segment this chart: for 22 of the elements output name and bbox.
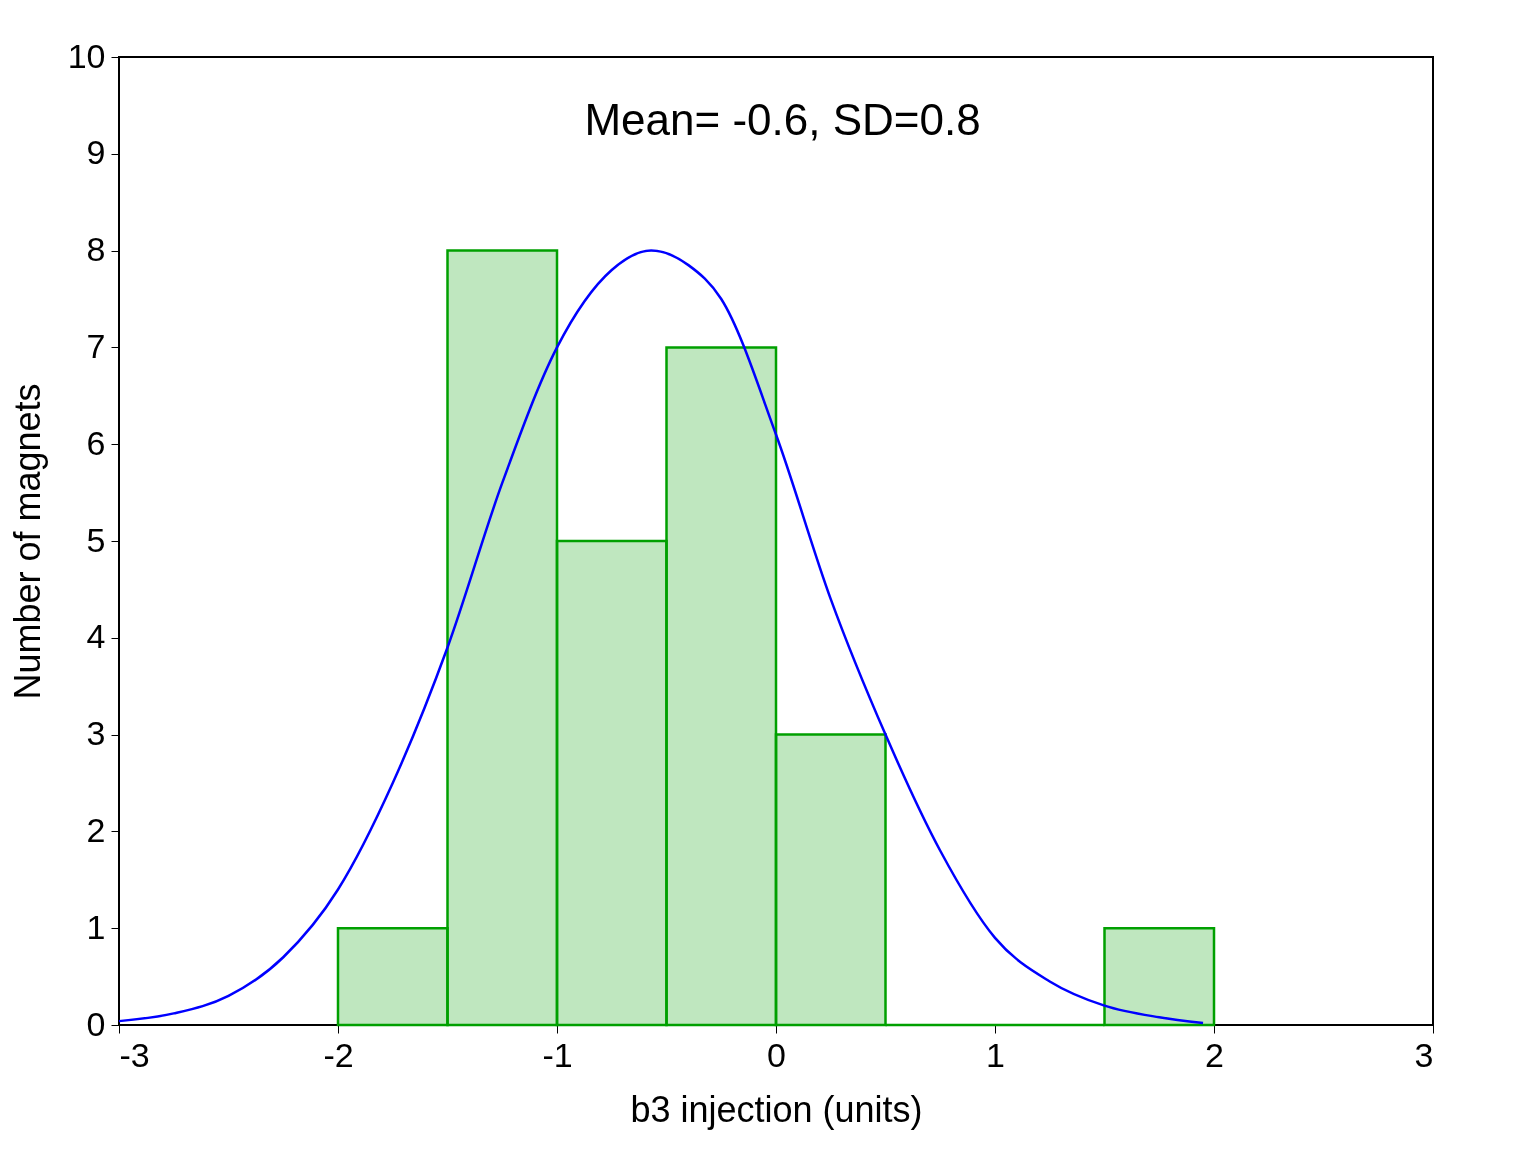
y-axis-title: Number of magnets bbox=[6, 383, 48, 700]
x-tick-label: -1 bbox=[542, 1035, 573, 1074]
y-tick-label: 0 bbox=[86, 1004, 106, 1043]
y-tick-label: 9 bbox=[86, 133, 106, 172]
x-tick-label: -3 bbox=[119, 1035, 150, 1074]
y-tick-label: 8 bbox=[86, 230, 106, 269]
y-tick-label: 3 bbox=[86, 714, 106, 753]
annotation: Mean= -0.6, SD=0.8 bbox=[584, 95, 981, 144]
y-tick-label: 10 bbox=[67, 36, 106, 75]
x-tick-label: -2 bbox=[323, 1035, 354, 1074]
y-tick-label: 7 bbox=[86, 326, 106, 365]
y-tick-label: 5 bbox=[86, 520, 106, 559]
y-tick-label: 6 bbox=[86, 423, 106, 462]
x-tick-label: 2 bbox=[1205, 1035, 1224, 1074]
x-tick-label: 0 bbox=[767, 1035, 786, 1074]
x-tick-label: 1 bbox=[986, 1035, 1005, 1074]
x-tick-label: 3 bbox=[1414, 1035, 1434, 1074]
y-tick-label: 4 bbox=[86, 617, 106, 656]
line-series bbox=[117, 249, 1205, 1025]
y-tick-label: 2 bbox=[86, 810, 106, 849]
x-axis-title: b3 injection (units) bbox=[630, 1088, 923, 1130]
y-tick-label: 1 bbox=[86, 907, 106, 946]
